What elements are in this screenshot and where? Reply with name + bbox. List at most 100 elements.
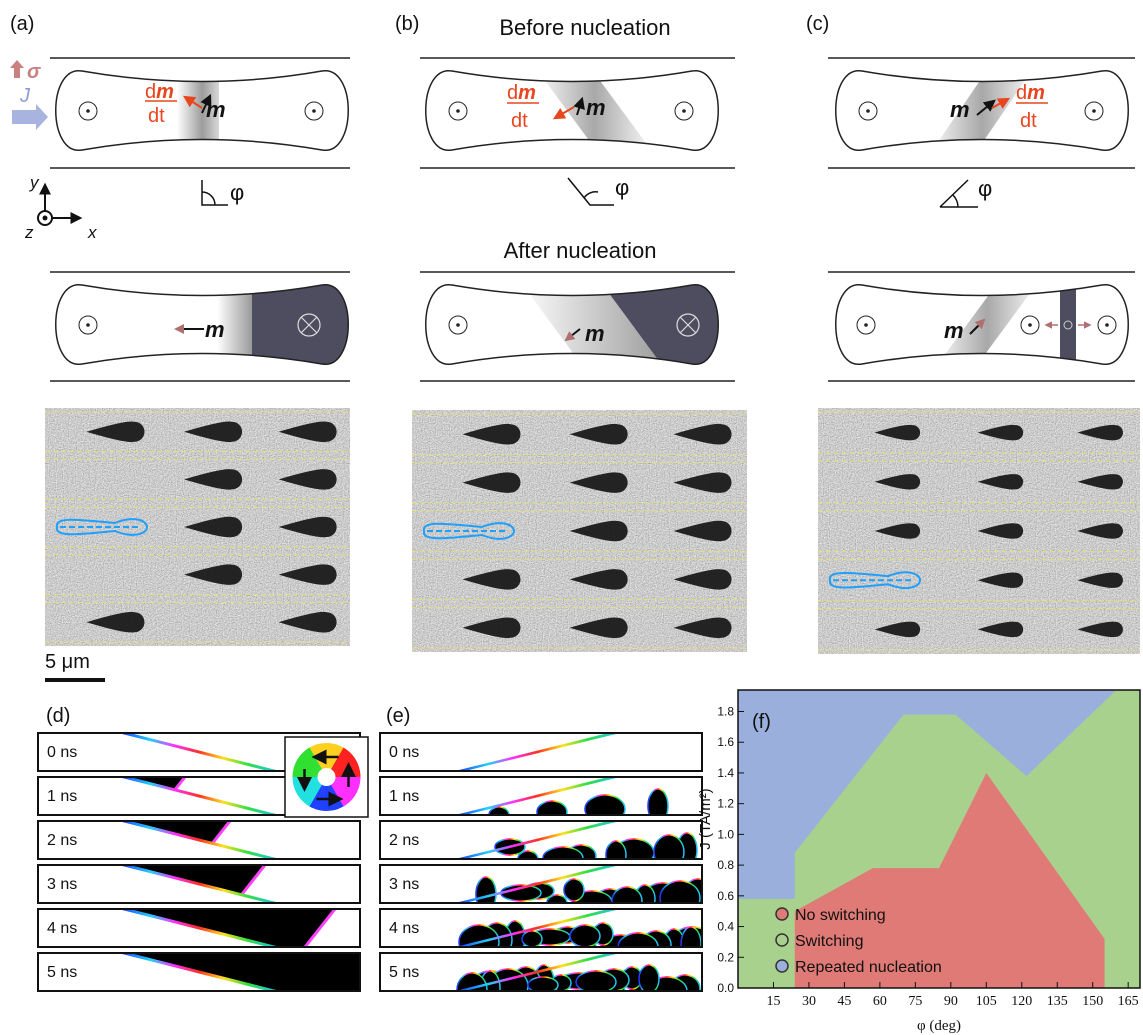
- phi-label: φ: [230, 180, 244, 205]
- y-tick-label: 0.2: [717, 950, 734, 964]
- x-tick-label: 15: [766, 994, 780, 1009]
- panel-label: (f): [752, 711, 771, 733]
- phi-label: φ: [978, 176, 992, 201]
- x-tick-label: 90: [944, 994, 958, 1009]
- y-tick-label: 1.2: [717, 797, 734, 811]
- angle-glyph: [940, 180, 978, 207]
- dt-label: dt: [148, 105, 165, 127]
- x-tick-label: 120: [1011, 994, 1032, 1009]
- sigma-label: σ: [27, 61, 41, 83]
- m-label: m: [586, 95, 606, 120]
- legend-label: No switching: [795, 907, 886, 924]
- x-tick-label: 105: [976, 994, 997, 1009]
- switched-region: [576, 971, 616, 993]
- phi-label: φ: [615, 175, 629, 200]
- y-axis-label: J (TA/m²): [697, 788, 714, 849]
- y-tick-label: 0.8: [717, 858, 734, 872]
- figure: (a) (b) (c) (d) (e) Before nucleation Af…: [0, 0, 1143, 1035]
- y-tick-label: 1.0: [717, 827, 734, 841]
- current-arrow: [12, 104, 48, 130]
- panel-label: (b): [395, 13, 419, 35]
- m: m: [1027, 82, 1045, 104]
- dt-label: dt: [511, 110, 528, 132]
- legend-swatch: [776, 934, 788, 946]
- snapshot: [380, 733, 702, 771]
- legend-label: Repeated nucleation: [795, 959, 942, 976]
- x-axis-label: φ (deg): [917, 1018, 961, 1034]
- panel-label: (c): [806, 13, 829, 35]
- x-tick-label: 75: [908, 994, 922, 1009]
- switched-region: [522, 931, 542, 947]
- y-tick-label: 1.4: [717, 766, 734, 780]
- time-label: 5 ns: [389, 964, 419, 981]
- shape: [86, 109, 90, 113]
- heading: After nucleation: [504, 238, 657, 263]
- snapshot: [38, 865, 360, 903]
- snapshot: [38, 909, 360, 947]
- switched-region: [570, 925, 600, 947]
- coordinate-axes: [38, 185, 80, 225]
- d: d: [145, 81, 156, 103]
- d: d: [507, 82, 518, 104]
- d: d: [1016, 82, 1027, 104]
- axis-label: z: [24, 223, 34, 242]
- x-tick-label: 60: [873, 994, 887, 1009]
- time-label: 5 ns: [47, 964, 77, 981]
- time-label: 4 ns: [47, 920, 77, 937]
- snapshot: [380, 821, 702, 869]
- shape: [517, 277, 732, 372]
- shape: [312, 109, 316, 113]
- shape: [1105, 323, 1109, 327]
- time-label: 4 ns: [389, 920, 419, 937]
- m: m: [156, 81, 174, 103]
- snapshot: [38, 821, 360, 859]
- shape: [217, 277, 362, 372]
- m-label: m: [205, 317, 225, 342]
- x-tick-label: 135: [1047, 994, 1068, 1009]
- switched-region: [654, 835, 684, 869]
- switched-region: [585, 795, 625, 823]
- device: [836, 277, 1129, 372]
- microscopy-images: [45, 408, 1140, 654]
- panel-label: (d): [46, 705, 70, 727]
- time-label: 0 ns: [389, 744, 419, 761]
- legend-swatch: [776, 908, 788, 920]
- panel-label: (a): [10, 13, 34, 35]
- shape: [1028, 323, 1032, 327]
- time-label: 2 ns: [389, 832, 419, 849]
- shape: [682, 109, 686, 113]
- color-wheel: [285, 737, 368, 817]
- y-tick-label: 1.8: [717, 705, 734, 719]
- switched-region: [537, 801, 567, 823]
- m-label: m: [585, 321, 605, 346]
- m-label: m: [944, 318, 964, 343]
- scale-bar-label: 5 μm: [45, 651, 90, 673]
- shape: [456, 109, 460, 113]
- time-label: 1 ns: [47, 788, 77, 805]
- shape: [43, 216, 48, 221]
- shape: [456, 323, 460, 327]
- y-tick-label: 0.6: [717, 889, 734, 903]
- axis-label: y: [29, 173, 40, 192]
- y-tick-label: 0.0: [717, 981, 734, 995]
- m-label: m: [950, 97, 970, 122]
- snapshot: [380, 953, 702, 1007]
- dt-label: dt: [1020, 110, 1037, 132]
- dm-label: dm: [1016, 82, 1045, 104]
- time-label: 2 ns: [47, 832, 77, 849]
- y-tick-label: 1.6: [717, 735, 734, 749]
- time-label: 1 ns: [389, 788, 419, 805]
- switched-region: [639, 965, 659, 993]
- time-label: 0 ns: [47, 744, 77, 761]
- y-tick-label: 0.4: [717, 920, 734, 934]
- device: [426, 63, 719, 158]
- m-label: m: [206, 97, 226, 122]
- snapshot: [38, 953, 420, 991]
- switched-region: [648, 789, 668, 823]
- shape: [86, 323, 90, 327]
- switched-region: [564, 879, 584, 901]
- shape: [866, 109, 870, 113]
- snapshot: [380, 777, 702, 823]
